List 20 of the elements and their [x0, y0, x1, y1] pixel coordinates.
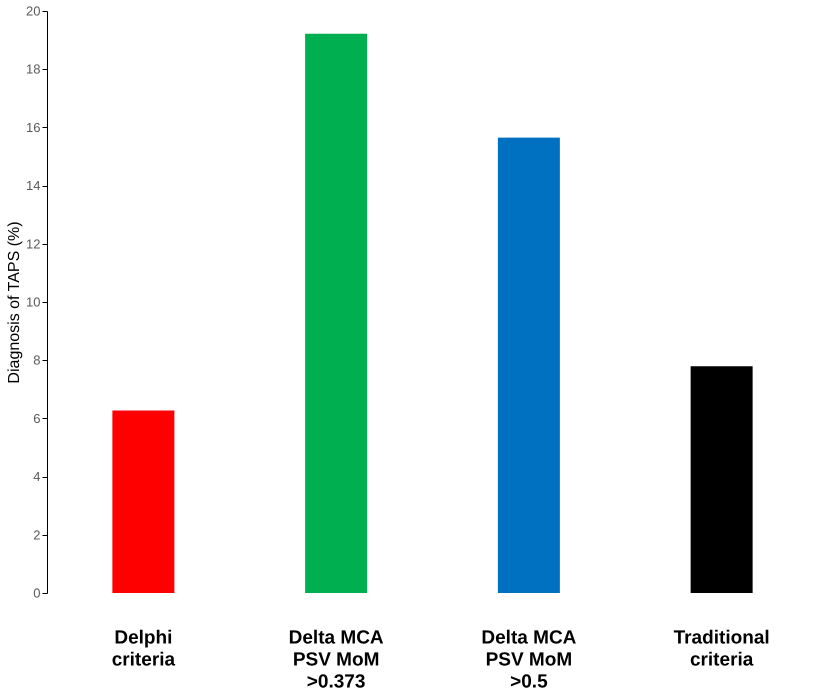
y-tick-label: 4 — [33, 469, 40, 484]
x-tick-label: Traditional criteria — [674, 628, 770, 670]
y-tick-label: 10 — [26, 294, 40, 310]
y-tick-label: 2 — [33, 527, 40, 542]
bar — [498, 138, 560, 593]
y-tick-label: 6 — [33, 410, 40, 426]
x-tick-label: Delta MCA PSV MoM >0.373 — [288, 628, 384, 692]
x-tick-label: Delphi criteria — [112, 628, 176, 670]
bar — [305, 34, 368, 593]
bar — [112, 410, 174, 593]
y-tick-label: 12 — [26, 236, 40, 252]
y-axis-title: Diagnosis of TAPS (%) — [6, 221, 24, 384]
bar — [690, 366, 753, 593]
y-tick-label: 0 — [33, 586, 40, 600]
y-tick-label: 18 — [26, 62, 40, 77]
y-tick-label: 14 — [26, 178, 40, 194]
y-tick-label: 16 — [26, 120, 40, 135]
x-tick-label: Delta MCA PSV MoM >0.5 — [481, 628, 577, 692]
y-tick-label: 8 — [33, 352, 40, 368]
y-tick-label: 20 — [26, 4, 40, 18]
